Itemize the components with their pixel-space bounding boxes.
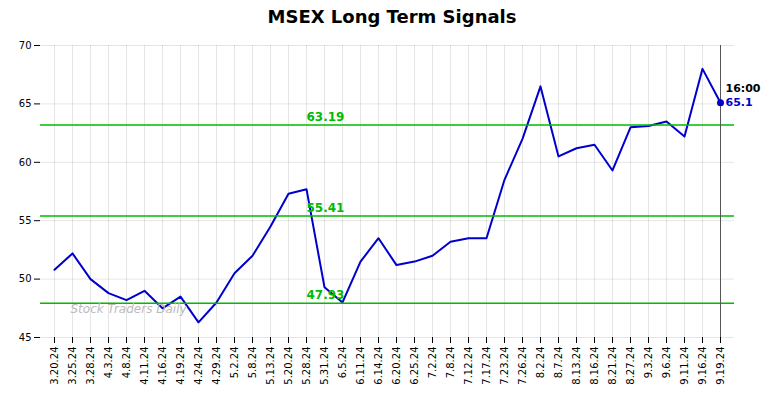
svg-text:45: 45	[19, 332, 32, 343]
svg-text:9.11.24: 9.11.24	[679, 347, 690, 385]
svg-text:4.3.24: 4.3.24	[103, 347, 114, 379]
svg-text:5.8.24: 5.8.24	[247, 347, 258, 379]
svg-text:5.28.24: 5.28.24	[301, 347, 312, 385]
svg-text:4.19.24: 4.19.24	[175, 347, 186, 385]
html-text:MSEX Long Term Signals: MSEX Long Term Signals	[267, 6, 517, 27]
svg-text:16:00: 16:00	[726, 82, 761, 95]
svg-text:6.11.24: 6.11.24	[355, 347, 366, 385]
svg-text:6.14.24: 6.14.24	[373, 347, 384, 385]
svg-text:4.11.24: 4.11.24	[139, 347, 150, 385]
svg-text:8.16.24: 8.16.24	[589, 347, 600, 385]
svg-text:3.20.24: 3.20.24	[49, 347, 60, 385]
svg-text:6.20.24: 6.20.24	[391, 347, 402, 385]
svg-text:65: 65	[19, 98, 32, 109]
svg-text:7.2.24: 7.2.24	[427, 347, 438, 379]
svg-text:8.13.24: 8.13.24	[571, 347, 582, 385]
svg-text:8.2.24: 8.2.24	[535, 347, 546, 379]
svg-text:65.1: 65.1	[726, 96, 753, 109]
svg-text:8.7.24: 8.7.24	[553, 347, 564, 379]
svg-text:9.6.24: 9.6.24	[661, 347, 672, 379]
svg-text:7.17.24: 7.17.24	[481, 347, 492, 385]
svg-text:5.31.24: 5.31.24	[319, 347, 330, 385]
svg-text:5.2.24: 5.2.24	[229, 347, 240, 379]
svg-text:55.41: 55.41	[307, 201, 345, 215]
svg-text:7.12.24: 7.12.24	[463, 347, 474, 385]
svg-text:3.25.24: 3.25.24	[67, 347, 78, 385]
svg-text:4.8.24: 4.8.24	[121, 347, 132, 379]
svg-text:6.25.24: 6.25.24	[409, 347, 420, 385]
svg-text:4.16.24: 4.16.24	[157, 347, 168, 385]
svg-text:55: 55	[19, 215, 32, 226]
svg-text:4.29.24: 4.29.24	[211, 347, 222, 385]
svg-text:47.93: 47.93	[307, 288, 345, 302]
svg-text:63.19: 63.19	[307, 110, 345, 124]
svg-text:7.23.24: 7.23.24	[499, 347, 510, 385]
svg-text:50: 50	[19, 273, 32, 284]
svg-text:7.8.24: 7.8.24	[445, 347, 456, 379]
svg-text:60: 60	[19, 157, 32, 168]
svg-text:9.19.24: 9.19.24	[715, 347, 726, 385]
svg-text:7.26.24: 7.26.24	[517, 347, 528, 385]
svg-text:5.20.24: 5.20.24	[283, 347, 294, 385]
svg-text:70: 70	[19, 40, 32, 51]
svg-text:9.16.24: 9.16.24	[697, 347, 708, 385]
svg-text:8.21.24: 8.21.24	[607, 347, 618, 385]
svg-text:8.27.24: 8.27.24	[625, 347, 636, 385]
svg-text:5.13.24: 5.13.24	[265, 347, 276, 385]
svg-text:9.3.24: 9.3.24	[643, 347, 654, 379]
svg-text:6.5.24: 6.5.24	[337, 347, 348, 379]
svg-text:3.28.24: 3.28.24	[85, 347, 96, 385]
svg-text:4.24.24: 4.24.24	[193, 347, 204, 385]
svg-text:Stock Traders Daily: Stock Traders Daily	[71, 302, 188, 316]
